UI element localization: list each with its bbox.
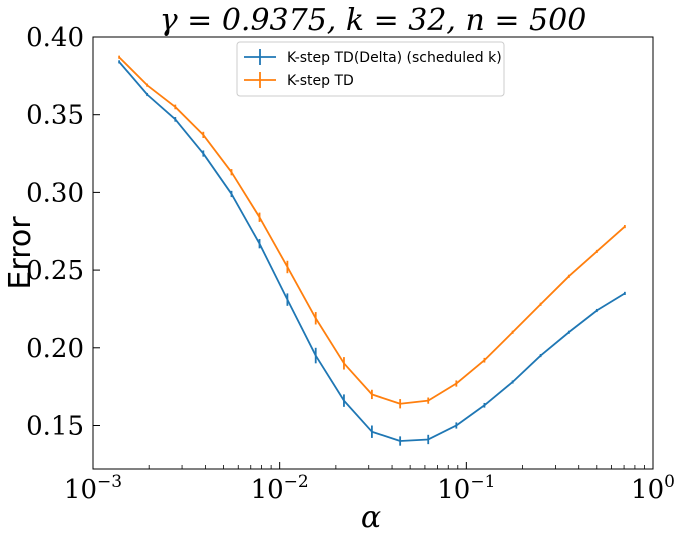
x-tick-label: 10−2 (251, 472, 309, 505)
y-axis-label: Error (3, 216, 38, 290)
x-tick-label: 10−1 (437, 472, 495, 505)
legend-entry-2: K-step TD (244, 72, 354, 89)
plot-frame (92, 36, 654, 470)
x-tick-label: 100 (631, 472, 674, 505)
y-tick-label: 0.15 (26, 411, 84, 441)
legend-box (236, 41, 505, 97)
y-tick-label: 0.40 (26, 23, 84, 53)
x-tick-label: 10−3 (64, 472, 122, 505)
legend-label-2: K-step TD (287, 73, 354, 89)
y-tick-label: 0.30 (26, 178, 84, 208)
series-line (118, 61, 626, 442)
series-2 (118, 55, 626, 409)
y-tick-label: 0.35 (26, 101, 84, 131)
series-1 (118, 60, 626, 446)
axes-ticks (92, 36, 654, 469)
y-tick-label: 0.25 (26, 256, 84, 286)
x-axis-label: α (361, 500, 381, 535)
series-line (118, 56, 626, 405)
plot-series (118, 55, 626, 446)
legend-label-1: K-step TD(Delta) (scheduled k) (287, 50, 502, 66)
y-tick-labels: 0.15 0.20 0.25 0.30 0.35 0.40 (26, 23, 84, 441)
y-tick-label: 0.20 (26, 334, 84, 364)
legend-entry-1: K-step TD(Delta) (scheduled k) (244, 49, 502, 66)
chart-title: γ = 0.9375, k = 32, n = 500 (160, 3, 587, 38)
legend: K-step TD(Delta) (scheduled k) K-step TD (236, 41, 505, 97)
x-tick-labels: 10−3 10−2 10−1 100 (64, 472, 674, 505)
